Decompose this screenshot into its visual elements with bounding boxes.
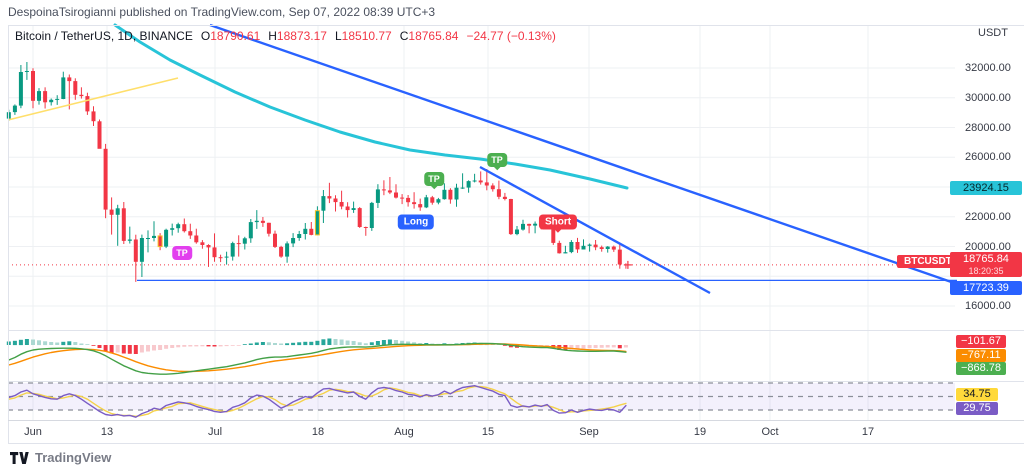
- time-tick-label: 13: [100, 426, 114, 438]
- stoch-d-badge: 34.75: [956, 388, 998, 401]
- ohlc-open: O18790.61: [200, 29, 261, 43]
- support-level-badge: 17723.39: [950, 281, 1022, 295]
- symbol-title[interactable]: Bitcoin / TetherUS, 1D, BINANCE: [15, 29, 193, 43]
- ma-value-badge: 23924.15: [950, 181, 1022, 195]
- tradingview-logo-icon: [10, 451, 29, 464]
- time-tick-label: 15: [481, 426, 495, 438]
- macd-signal-badge: −767.11: [956, 349, 1006, 362]
- symbol-legend: Bitcoin / TetherUS, 1D, BINANCE O18790.6…: [15, 29, 556, 43]
- time-tick-label: Jul: [207, 426, 223, 438]
- price-tick-label: 28000.00: [965, 122, 1011, 134]
- macd-hist-badge: −101.67: [956, 335, 1006, 348]
- price-tick-label: 22000.00: [965, 211, 1011, 223]
- price-tick-label: 20000.00: [965, 241, 1011, 253]
- symbol-price-label: BTCUSDT: [897, 255, 959, 268]
- time-tick-label: Jun: [24, 426, 42, 438]
- tradingview-logo[interactable]: TradingView: [10, 450, 111, 465]
- drawing-label-long[interactable]: Long: [397, 214, 435, 230]
- price-tick-label: 30000.00: [965, 92, 1011, 104]
- price-change: −24.77 (−0.13%): [466, 29, 556, 43]
- drawing-label-tp[interactable]: TP: [172, 246, 192, 260]
- publish-attribution: DespoinaTsirogianni published on Trading…: [8, 5, 436, 19]
- macd-line-badge: −868.78: [956, 362, 1006, 375]
- bar-countdown: 18:20:35: [968, 266, 1004, 276]
- drawing-label-short[interactable]: Short: [538, 214, 578, 233]
- last-price-badge: 18765.84 18:20:35: [950, 252, 1022, 277]
- price-tick-label: 32000.00: [965, 62, 1011, 74]
- ohlc-high: H18873.17: [268, 29, 327, 43]
- currency-label: USDT: [978, 27, 1008, 39]
- time-tick-label: Oct: [761, 426, 779, 438]
- ohlc-close: C18765.84: [399, 29, 459, 43]
- ohlc-low: L18510.77: [334, 29, 392, 43]
- time-tick-label: 19: [693, 426, 707, 438]
- tradingview-logo-text: TradingView: [35, 450, 112, 465]
- price-tick-label: 26000.00: [965, 151, 1011, 163]
- drawing-label-tp[interactable]: TP: [487, 153, 507, 171]
- drawing-label-tp[interactable]: TP: [424, 172, 444, 190]
- time-tick-label: 18: [311, 426, 325, 438]
- last-price-value: 18765.84: [963, 253, 1009, 265]
- price-tick-label: 16000.00: [965, 300, 1011, 312]
- stoch-k-badge: 29.75: [956, 402, 998, 415]
- time-tick-label: Aug: [394, 426, 414, 438]
- time-tick-label: Sep: [579, 426, 599, 438]
- time-tick-label: 17: [861, 426, 875, 438]
